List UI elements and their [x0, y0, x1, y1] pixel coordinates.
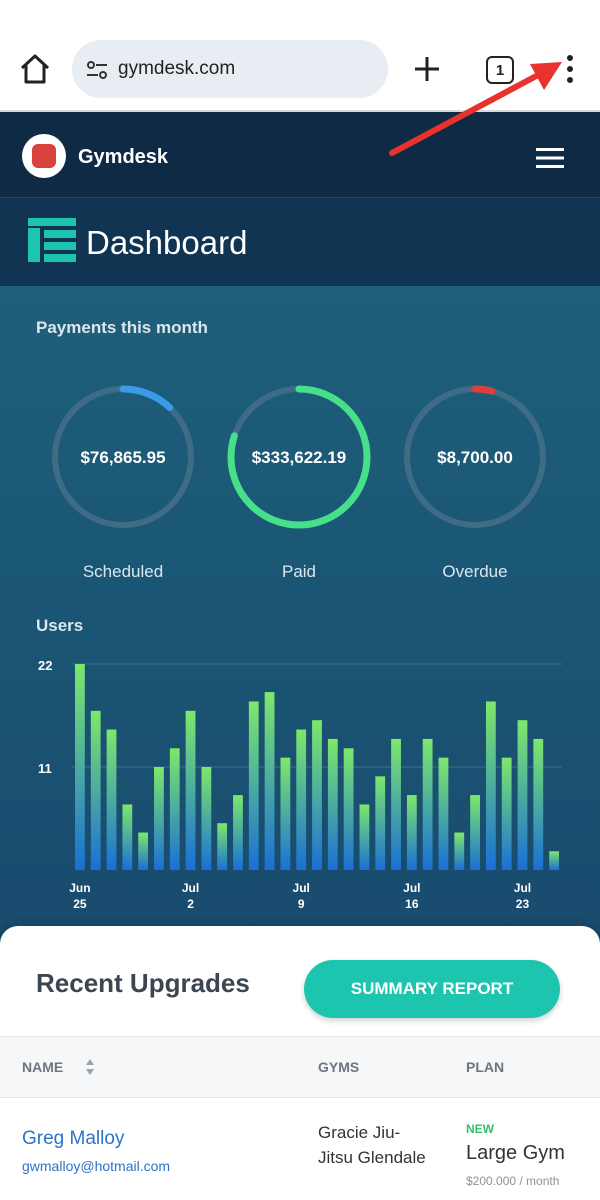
x-tick-month: Jul [403, 881, 420, 895]
x-tick-month: Jun [69, 881, 90, 895]
bar [375, 776, 386, 870]
bar [217, 823, 228, 870]
bar [406, 795, 417, 870]
summary-report-button[interactable]: SUMMARY REPORT [304, 960, 560, 1018]
plan-name: Large Gym [466, 1142, 565, 1164]
bar [501, 757, 512, 870]
bar [138, 832, 149, 870]
gymdesk-logo[interactable] [22, 134, 66, 178]
new-badge: NEW [466, 1122, 494, 1136]
donut-arc [51, 385, 195, 529]
y-tick-label: 22 [38, 658, 52, 673]
bar [169, 748, 180, 870]
tab-count: 1 [495, 61, 505, 79]
bar [343, 748, 354, 870]
home-icon[interactable] [16, 50, 54, 88]
table-header: NAME GYMS PLAN [0, 1036, 600, 1098]
x-tick-day: 2 [187, 897, 194, 911]
plan-price: $200.000 / month [466, 1174, 560, 1188]
dashboard-main: Payments this month $76,865.95 Scheduled $… [0, 286, 600, 966]
users-bar-chart: 22 11 Jun 25 Jul 2 Jul 9 Jul 16 Jul 23 [38, 658, 562, 911]
donut-arc [403, 385, 547, 529]
new-tab-icon[interactable] [410, 52, 444, 86]
donut-label: Paid [281, 562, 317, 581]
red-arrow-annotation [389, 62, 562, 156]
bar [549, 851, 559, 870]
bar [533, 738, 544, 870]
donut-arc [227, 385, 371, 529]
donut-value: $8,700.00 [437, 448, 513, 467]
x-tick-day: 25 [73, 897, 87, 911]
user-name-link[interactable]: Greg Malloy [22, 1128, 125, 1149]
donut-label: Scheduled [82, 562, 164, 581]
bar [185, 710, 196, 870]
bar [233, 795, 243, 870]
user-email-link[interactable]: gwmalloy@hotmail.com [22, 1158, 171, 1174]
bar [470, 795, 480, 870]
bar [485, 701, 496, 870]
dashboard-icon [28, 218, 76, 262]
bar [517, 720, 528, 870]
bar [422, 738, 433, 870]
donut-value: $76,865.95 [80, 448, 166, 467]
y-tick-label: 11 [38, 761, 52, 776]
x-tick-month: Jul [293, 881, 310, 895]
x-tick-month: Jul [514, 881, 531, 895]
hamburger-menu-icon[interactable] [534, 146, 566, 170]
bar [264, 692, 275, 870]
bar [359, 804, 370, 870]
bar [438, 757, 449, 870]
app-header: Gymdesk [0, 112, 600, 198]
sort-icon[interactable] [84, 1055, 96, 1079]
dashboard-header: Dashboard [0, 198, 600, 286]
bar [90, 710, 101, 870]
site-settings-icon[interactable] [84, 57, 110, 83]
bar [312, 720, 322, 870]
column-gyms: GYMS [318, 1059, 360, 1075]
x-tick-day: 23 [516, 897, 530, 911]
users-label: Users [36, 616, 84, 635]
bar [201, 767, 212, 870]
page-title: Dashboard [86, 224, 248, 261]
bar [391, 738, 401, 870]
payments-label: Payments this month [36, 318, 208, 337]
donut-label: Overdue [442, 562, 508, 581]
bar [106, 729, 117, 870]
bar [296, 729, 307, 870]
bar [122, 804, 133, 870]
bar [75, 664, 85, 870]
bar [280, 757, 291, 870]
bar [454, 832, 465, 870]
column-plan: PLAN [466, 1059, 505, 1075]
donut-overdue [403, 385, 547, 529]
address-bar[interactable]: gymdesk.com [72, 40, 388, 98]
recent-upgrades-title: Recent Upgrades [36, 968, 250, 998]
bar [248, 701, 259, 870]
x-tick-month: Jul [182, 881, 199, 895]
bar [154, 767, 164, 870]
tab-switcher-button[interactable]: 1 [486, 56, 514, 84]
donut-scheduled [51, 385, 195, 529]
logo-mark [32, 144, 56, 168]
recent-upgrades-card: Recent Upgrades SUMMARY REPORT NAME GYMS… [0, 926, 600, 1200]
x-tick-day: 16 [405, 897, 419, 911]
donut-paid [227, 385, 371, 529]
gym-name: Gracie Jiu-Jitsu Glendale [318, 1123, 426, 1167]
url-text: gymdesk.com [118, 58, 236, 79]
donut-value: $333,622.19 [251, 448, 347, 467]
bar [327, 738, 338, 870]
x-tick-day: 9 [298, 897, 305, 911]
column-name[interactable]: NAME [22, 1059, 64, 1075]
browser-toolbar: gymdesk.com 1 [0, 0, 600, 112]
more-menu-icon[interactable] [558, 52, 582, 86]
brand-name: Gymdesk [78, 146, 169, 168]
